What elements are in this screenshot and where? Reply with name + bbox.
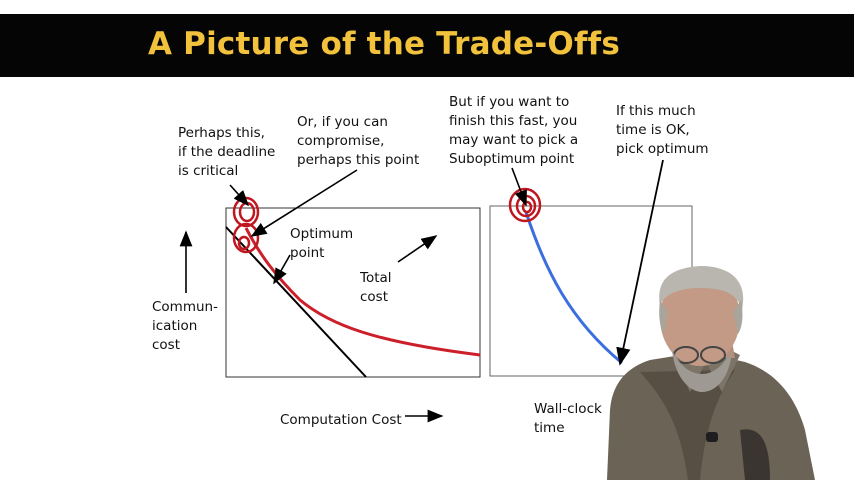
label-optimum-point: Optimum point <box>290 226 354 261</box>
label-fast-finish: But if you want to finish this fast, you… <box>449 94 579 167</box>
title-bar <box>0 14 854 77</box>
label-wall-clock: Wall-clock time <box>534 401 602 436</box>
label-compromise: Or, if you can compromise, perhaps this … <box>297 114 420 168</box>
arrow-critical <box>229 184 250 207</box>
cost-plot-frame <box>225 207 481 378</box>
label-perhaps-this: Perhaps this, if the deadline is critica… <box>178 125 276 179</box>
arrow-total-cost <box>397 235 438 263</box>
label-time-ok: If this much time is OK, pick optimum <box>616 103 709 157</box>
arrow-suboptimum <box>511 167 527 207</box>
arrow-compromise <box>250 169 358 237</box>
label-communication-cost: Commun- ication cost <box>152 299 218 353</box>
slide-title: A Picture of the Trade-Offs <box>148 26 620 62</box>
arrow-optimum-time <box>616 159 664 366</box>
compromise-point-mark <box>232 222 260 254</box>
label-computation-cost: Computation Cost <box>280 412 402 428</box>
wall-clock-curve <box>524 211 623 365</box>
label-total-cost: Total cost <box>360 270 392 305</box>
total-cost-curve <box>244 227 481 357</box>
arrow-optimum <box>273 254 291 285</box>
